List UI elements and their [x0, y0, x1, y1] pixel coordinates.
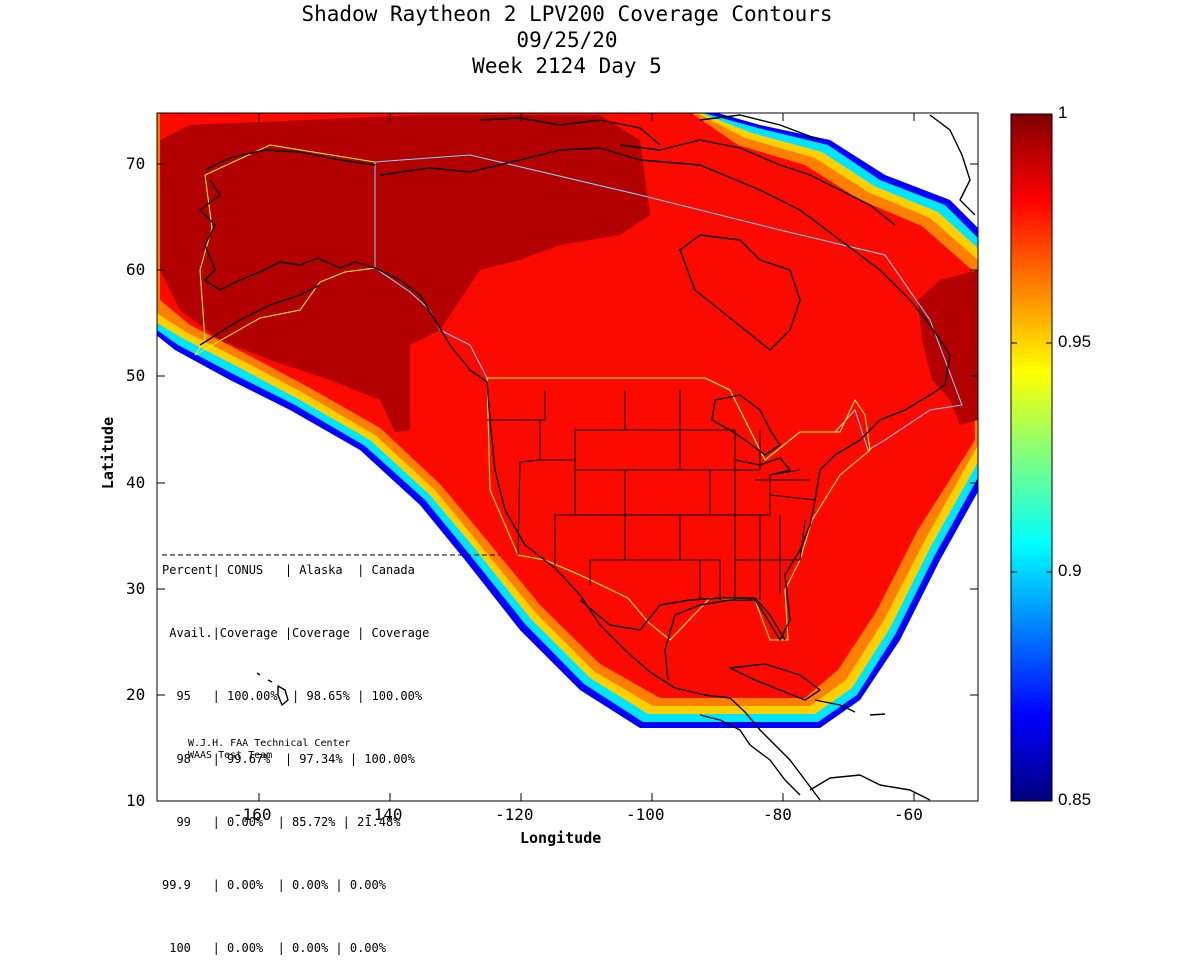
colorbar-tick-label: 1 — [1058, 103, 1068, 122]
table-row: 95 | 100.00% | 98.65% | 100.00% — [162, 689, 423, 703]
credit-line-2: WAAS Test Team — [188, 750, 273, 761]
gulf-coast — [579, 597, 786, 641]
y-axis-label: Latitude — [99, 416, 117, 490]
y-tick-label: 10 — [126, 791, 146, 810]
y-tick-label: 20 — [126, 685, 146, 704]
table-row: 98 | 99.67% | 97.34% | 100.00% — [162, 752, 415, 766]
map-frame — [156, 112, 979, 802]
colorbar-tick-label: 0.95 — [1058, 332, 1092, 351]
coastlines — [199, 114, 976, 801]
conus-boundary — [486, 377, 871, 641]
credit-line-1: W.J.H. FAA Technical Center — [188, 738, 351, 749]
south-america-north — [809, 774, 931, 801]
hawaii — [256, 672, 289, 706]
table-row: 99 | 0.00% | 85.72% | 21.48% — [162, 815, 401, 829]
credit-text: W.J.H. FAA Technical Center WAAS Test Te… — [188, 738, 351, 762]
table-row: 99.9 | 0.00% | 0.00% | 0.00% — [162, 878, 386, 892]
alaska-coastline — [199, 149, 376, 346]
colorbar-tick-label: 0.85 — [1058, 790, 1092, 809]
chart-title-line-3: Week 2124 Day 5 — [472, 54, 662, 78]
y-tick-label: 30 — [126, 579, 146, 598]
north-canada-coast — [379, 147, 951, 681]
pacific-coast — [374, 267, 821, 801]
x-tick-label: -100 — [626, 805, 665, 824]
coverage-map — [156, 112, 1053, 802]
y-tick-label: 50 — [126, 366, 146, 385]
table-row: 100 | 0.00% | 0.00% | 0.00% — [162, 941, 386, 955]
central-america — [699, 714, 801, 796]
x-tick-label: -120 — [495, 805, 534, 824]
axis-tick-marks — [157, 113, 978, 801]
y-tick-label: 70 — [126, 154, 146, 173]
x-axis-label: Longitude — [520, 829, 602, 847]
cuba-caribbean — [729, 663, 886, 716]
state-boundaries — [487, 390, 816, 600]
coverage-band-darkred-north — [160, 115, 650, 432]
table-header-row-2: Avail.|Coverage |Coverage | Coverage — [162, 626, 430, 640]
colorbar — [1010, 113, 1053, 802]
x-tick-label: -160 — [233, 805, 272, 824]
colorbar-tick-label: 0.9 — [1058, 561, 1082, 580]
chart-title-line-1: Shadow Raytheon 2 LPV200 Coverage Contou… — [301, 2, 833, 26]
coverage-contours — [157, 113, 978, 728]
coverage-band-darkred-east — [918, 270, 978, 425]
x-tick-label: -60 — [894, 805, 923, 824]
state-lines-east — [699, 430, 816, 600]
great-lakes — [711, 394, 791, 476]
y-tick-label: 60 — [126, 260, 146, 279]
greenland-edge — [929, 114, 976, 216]
chart-title-line-2: 09/25/20 — [516, 28, 618, 52]
arctic-islands — [479, 114, 896, 351]
x-tick-label: -80 — [763, 805, 792, 824]
table-header-row-1: Percent| CONUS | Alaska | Canada — [162, 563, 415, 577]
x-tick-label: -140 — [364, 805, 403, 824]
colorbar-tick-marks — [1011, 342, 1052, 573]
y-tick-label: 40 — [126, 473, 146, 492]
